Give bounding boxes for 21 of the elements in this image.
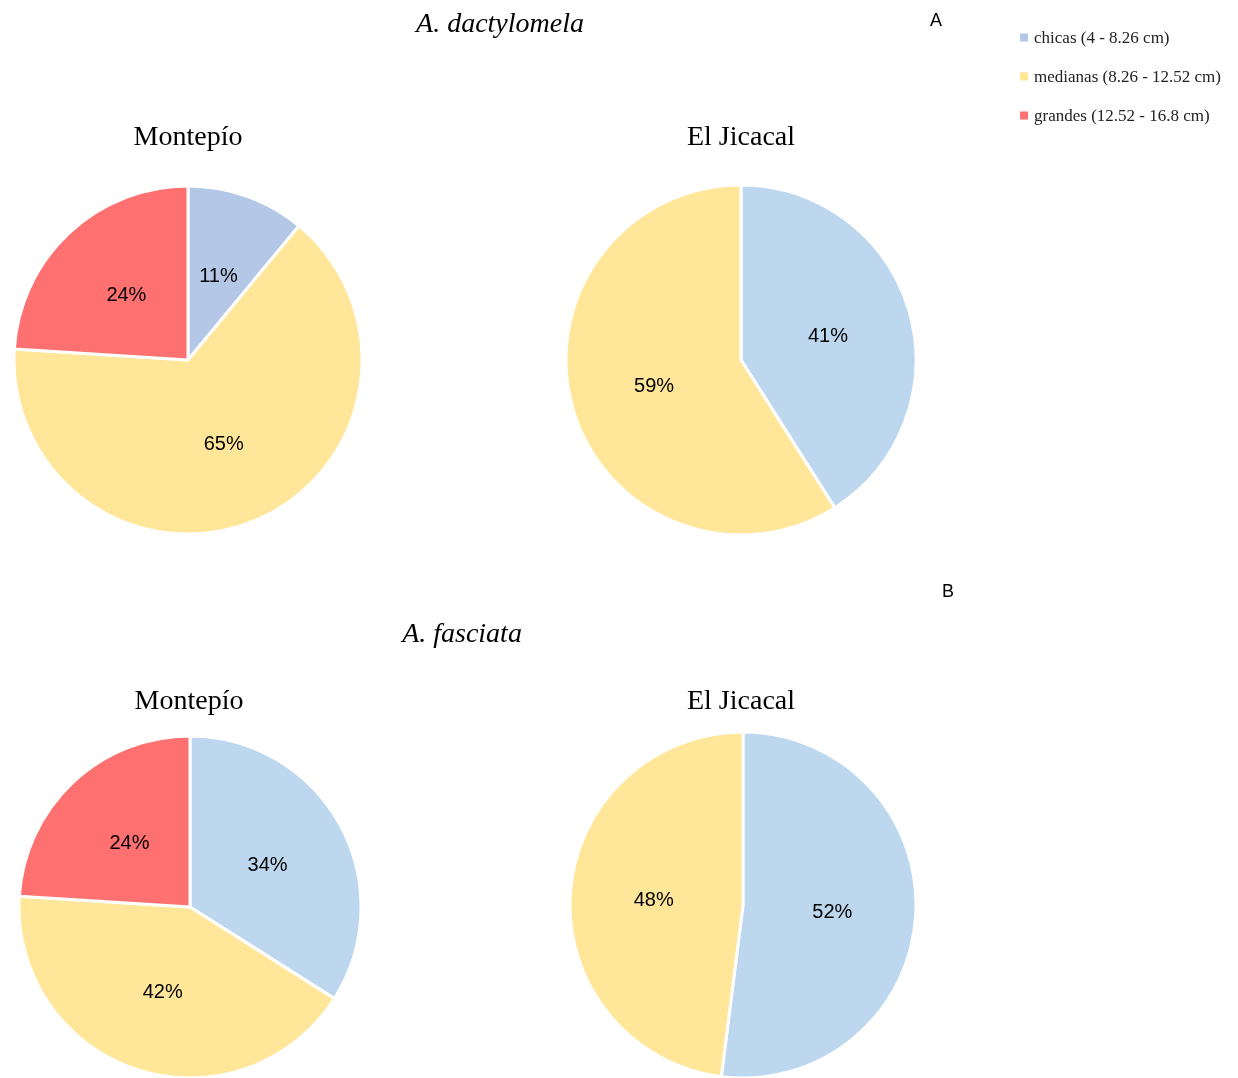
chart-title: El Jicacal <box>686 119 796 151</box>
text: Montepío <box>133 119 243 151</box>
data-label: 11% <box>199 264 238 287</box>
data-label: 65% <box>203 431 244 454</box>
data-label: 42% <box>142 980 183 1003</box>
legend-label: chicas (4 - 8.26 cm) <box>1034 28 1170 47</box>
data-label: 41% <box>807 323 849 346</box>
text: A. fasciata <box>400 616 522 648</box>
chart-title: El Jicacal <box>686 683 796 715</box>
data-label: 24% <box>106 283 147 306</box>
legend-label: medianas (8.26 - 12.52 cm) <box>1034 67 1221 86</box>
data-label: 52% <box>812 899 853 922</box>
data-label: 59% <box>634 374 675 397</box>
chart-title: Montepío <box>134 683 244 715</box>
data-label: 24% <box>109 831 150 854</box>
text: A <box>929 10 943 30</box>
data-label: 34% <box>247 853 288 876</box>
text: A. dactylomela <box>414 6 584 38</box>
legend-label: grandes (12.52 - 16.8 cm) <box>1034 106 1210 125</box>
text: B <box>941 581 955 601</box>
data-label: 48% <box>633 888 674 911</box>
